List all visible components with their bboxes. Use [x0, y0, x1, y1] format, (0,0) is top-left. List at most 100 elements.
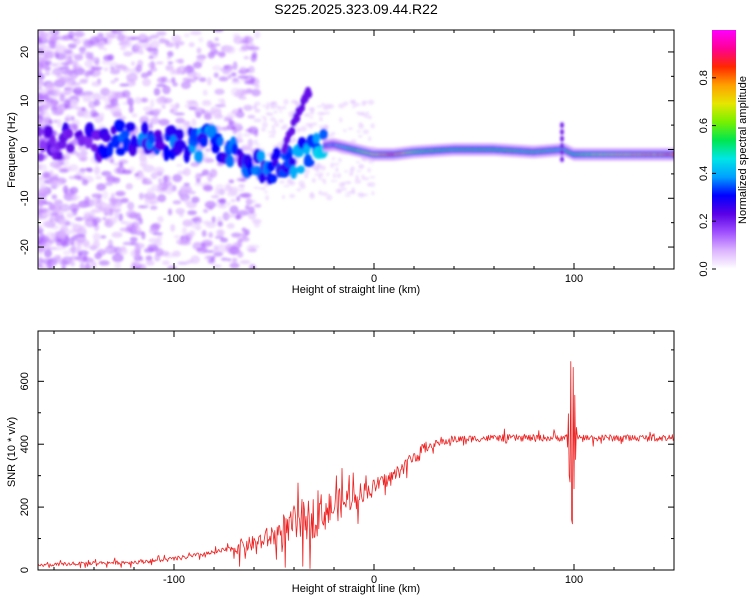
spectrogram-noise-blob: [45, 60, 52, 66]
spectrogram-noise-blob: [241, 192, 253, 199]
spectrogram-noise-blob: [60, 241, 70, 247]
spectrogram-noise-blob: [104, 98, 110, 106]
spectrogram-noise-blob: [231, 257, 238, 263]
spectrogram-noise-blob: [135, 64, 143, 73]
spectrogram-noise-blob: [356, 169, 361, 173]
spectrogram-noise-blob: [204, 110, 211, 118]
spectrogram-noise-blob: [358, 134, 363, 138]
spectrogram-noise-blob: [71, 197, 78, 202]
spectrogram-noise-blob: [253, 186, 260, 189]
spectrogram-noise-blob: [102, 47, 108, 52]
spectrogram-noise-blob: [97, 42, 105, 50]
spectrogram-noise-blob: [318, 125, 324, 129]
spectrogram-energy: [38, 30, 674, 269]
spectrogram-noise-blob: [232, 61, 238, 71]
spectrogram-noise-blob: [345, 191, 352, 195]
spectrogram-noise-blob: [38, 56, 46, 64]
spectrogram-noise-blob: [120, 220, 127, 225]
spectrogram-noise-blob: [226, 201, 231, 207]
spectrogram-noise-blob: [335, 188, 342, 194]
spectrogram-noise-blob: [317, 172, 324, 178]
spectrogram-noise-blob: [149, 66, 158, 72]
spectrogram-noise-blob: [55, 52, 67, 61]
spectrogram-noise-blob: [111, 177, 121, 184]
spectrogram-spike-blob: [560, 156, 564, 163]
spectrogram-noise-blob: [268, 131, 272, 134]
spectrogram-noise-blob: [351, 105, 356, 109]
spectrogram-noise-blob: [154, 253, 161, 262]
spectrogram-noise-blob: [129, 81, 136, 86]
spectrogram-noise-blob: [226, 223, 235, 229]
spectrogram-noise-blob: [183, 198, 190, 205]
spectrogram-noise-blob: [231, 232, 242, 238]
spectrogram-noise-blob: [171, 34, 182, 43]
spectrogram-noise-blob: [254, 101, 261, 106]
spectrogram-noise-blob: [82, 94, 92, 103]
spectrogram-noise-blob: [352, 103, 357, 106]
spectrogram-noise-blob: [208, 205, 214, 211]
spectrogram-noise-blob: [230, 72, 237, 77]
spectrogram-noise-blob: [38, 177, 47, 187]
spectrogram-noise-blob: [68, 123, 77, 128]
spectrogram-noise-blob: [68, 30, 75, 39]
spectrogram-noise-blob: [62, 203, 70, 213]
spectrogram-noise-blob: [56, 78, 67, 85]
spectrogram-noise-blob: [228, 179, 235, 184]
spectrogram-noise-blob: [361, 101, 367, 107]
spectrogram-noise-blob: [38, 261, 43, 268]
spectrogram-noise-blob: [116, 63, 126, 69]
spectrogram-noise-blob: [95, 175, 102, 180]
spectrogram-noise-blob: [369, 176, 376, 179]
spectrogram-noise-blob: [68, 164, 79, 172]
spectrogram-noise-blob: [82, 199, 95, 208]
spectrogram-noise-blob: [323, 181, 327, 185]
spectrogram-noise-blob: [134, 242, 145, 249]
spectrogram-noise-blob: [206, 76, 212, 86]
spectrogram-noise-blob: [241, 144, 253, 149]
spectrogram-noise-blob: [41, 258, 53, 265]
spectrogram-noise-blob: [247, 46, 260, 51]
spectrogram-noise-blob: [51, 110, 64, 116]
spectrogram-noise-blob: [99, 112, 105, 121]
spectrogram-noise-blob: [108, 239, 113, 249]
spectrogram-ridge-blob: [65, 128, 74, 139]
spectrogram-noise-blob: [261, 127, 266, 132]
spectrogram-noise-blob: [38, 187, 47, 197]
spectrogram-noise-blob: [314, 173, 319, 176]
spectrogram-ridge-blob: [101, 132, 112, 143]
spectrogram-ridge-blob: [90, 143, 99, 152]
spectrogram-noise-blob: [49, 40, 56, 49]
colorbar-gradient: [712, 30, 736, 269]
spectrogram-noise-blob: [229, 262, 240, 269]
snr-background: [38, 331, 674, 570]
spectrogram-noise-blob: [82, 114, 93, 119]
colorbar-tick-label: 0.0: [698, 261, 710, 276]
spectrogram-noise-blob: [331, 157, 336, 161]
spectrogram-noise-blob: [322, 104, 328, 111]
spectrogram-ridge-blob: [38, 152, 45, 162]
spectrogram-noise-blob: [262, 187, 266, 191]
spectrogram-noise-blob: [162, 260, 170, 266]
spectrogram-noise-blob: [316, 105, 323, 108]
spectrogram-noise-blob: [58, 231, 66, 240]
spectrogram-noise-blob: [43, 248, 52, 258]
spectrogram-noise-blob: [51, 62, 58, 67]
spectrogram-noise-blob: [59, 218, 69, 226]
spectrogram-noise-blob: [321, 178, 327, 183]
spectrogram-noise-blob: [83, 39, 95, 48]
spectrogram-noise-blob: [237, 251, 244, 258]
spectrogram-noise-blob: [350, 139, 357, 144]
spectrogram-noise-blob: [172, 250, 181, 258]
spectrogram-noise-blob: [134, 173, 139, 177]
spectrogram-noise-blob: [91, 216, 102, 224]
spectrogram-noise-blob: [105, 104, 117, 108]
spectrogram-noise-blob: [272, 144, 279, 148]
spectrogram-noise-blob: [180, 81, 191, 90]
spectrogram-noise-blob: [280, 127, 288, 130]
colorbar-title: Normalized spectral amplitude: [737, 76, 749, 224]
spectrogram-noise-blob: [158, 250, 170, 257]
spectrogram-noise-blob: [138, 192, 144, 200]
spectrogram-noise-blob: [248, 206, 255, 214]
spectrogram-noise-blob: [305, 122, 313, 127]
spectrogram-noise-blob: [318, 190, 323, 196]
